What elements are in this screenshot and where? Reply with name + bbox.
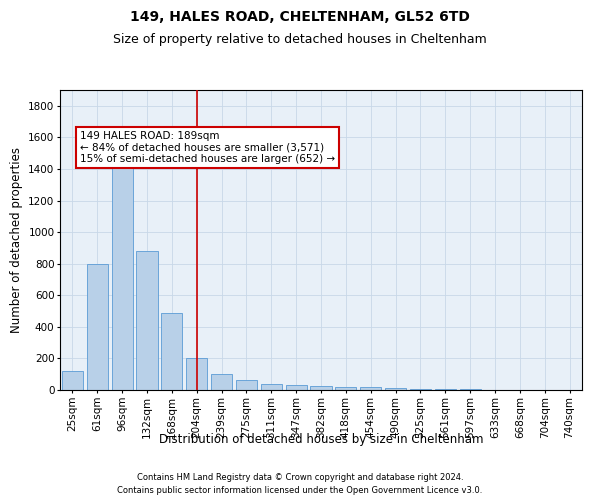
Bar: [112, 158, 133, 390]
Bar: [211, 374, 232, 390]
Bar: [385, 388, 406, 390]
Text: 149, HALES ROAD, CHELTENHAM, GL52 6TD: 149, HALES ROAD, CHELTENHAM, GL52 6TD: [130, 10, 470, 24]
Bar: [261, 384, 282, 390]
Bar: [310, 386, 332, 390]
Bar: [161, 312, 182, 390]
Bar: [360, 388, 381, 390]
Bar: [136, 251, 158, 390]
Bar: [186, 358, 207, 390]
Text: 149 HALES ROAD: 189sqm
← 84% of detached houses are smaller (3,571)
15% of semi-: 149 HALES ROAD: 189sqm ← 84% of detached…: [80, 131, 335, 164]
Bar: [286, 386, 307, 390]
Bar: [87, 264, 108, 390]
Bar: [236, 380, 257, 390]
Text: Size of property relative to detached houses in Cheltenham: Size of property relative to detached ho…: [113, 32, 487, 46]
Text: Contains HM Land Registry data © Crown copyright and database right 2024.: Contains HM Land Registry data © Crown c…: [137, 472, 463, 482]
Y-axis label: Number of detached properties: Number of detached properties: [10, 147, 23, 333]
Bar: [410, 388, 431, 390]
Bar: [335, 387, 356, 390]
Bar: [435, 389, 456, 390]
Text: Contains public sector information licensed under the Open Government Licence v3: Contains public sector information licen…: [118, 486, 482, 495]
Text: Distribution of detached houses by size in Cheltenham: Distribution of detached houses by size …: [159, 432, 483, 446]
Bar: [62, 371, 83, 390]
